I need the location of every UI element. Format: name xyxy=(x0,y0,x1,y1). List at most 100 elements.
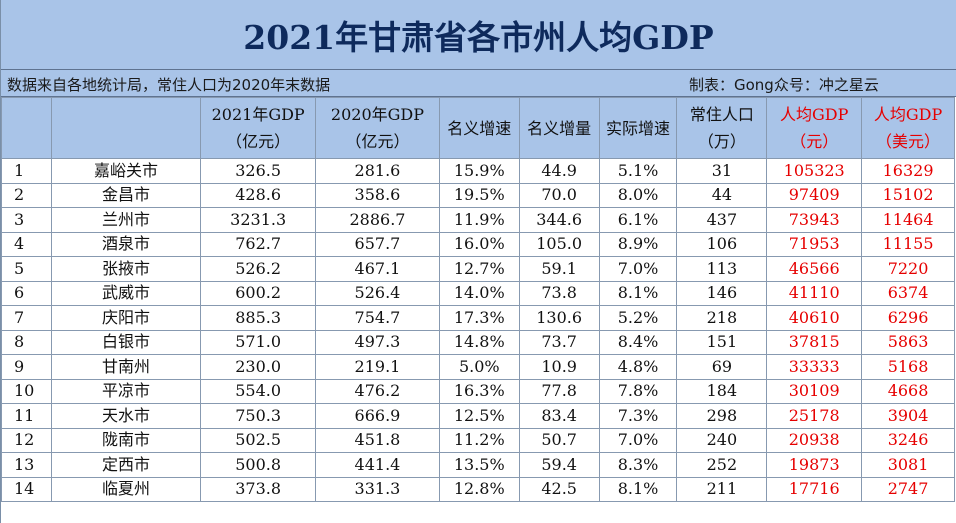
real-rate-cell: 5.2% xyxy=(598,305,678,331)
table-row: 10 平凉市 554.0 476.2 16.3% 77.8 7.8% 184 30109 4668 xyxy=(1,378,955,404)
gdp-2021-cell: 502.5 xyxy=(200,427,317,453)
header-population: 常住人口 （万） xyxy=(676,97,768,159)
city-name: 武威市 xyxy=(50,280,202,306)
city-name: 张掖市 xyxy=(50,256,202,282)
per-capita-usd-cell: 4668 xyxy=(861,378,955,404)
nominal-rate-cell: 16.0% xyxy=(438,231,520,257)
header-real-rate: 实际增速 xyxy=(598,97,678,159)
per-capita-cny-cell: 73943 xyxy=(766,207,863,233)
nominal-increase-cell: 42.5 xyxy=(518,476,600,502)
gdp-2021-cell: 554.0 xyxy=(200,378,317,404)
row-index: 12 xyxy=(1,427,52,453)
subtitle-bar: 数据来自各地统计局，常住人口为2020年末数据 制表：Gong众号：冲之星云 xyxy=(1,70,956,97)
table-row: 11 天水市 750.3 666.9 12.5% 83.4 7.3% 298 25178 3904 xyxy=(1,403,955,429)
nominal-rate-cell: 14.8% xyxy=(438,329,520,355)
population-cell: 113 xyxy=(676,256,768,282)
per-capita-usd-cell: 5168 xyxy=(861,354,955,380)
gdp-2021-cell: 750.3 xyxy=(200,403,317,429)
city-name: 兰州市 xyxy=(50,207,202,233)
per-capita-cny-cell: 41110 xyxy=(766,280,863,306)
nominal-increase-cell: 50.7 xyxy=(518,427,600,453)
population-cell: 437 xyxy=(676,207,768,233)
per-capita-cny-cell: 20938 xyxy=(766,427,863,453)
population-cell: 211 xyxy=(676,476,768,502)
city-name: 天水市 xyxy=(50,403,202,429)
table-row: 6 武威市 600.2 526.4 14.0% 73.8 8.1% 146 41110 6374 xyxy=(1,280,955,306)
gdp-table: 2021年GDP （亿元） 2020年GDP （亿元） 名义增速 名义增量 实际增速… xyxy=(1,97,955,502)
gdp-2020-cell: 331.3 xyxy=(315,476,440,502)
gdp-2021-cell: 3231.3 xyxy=(200,207,317,233)
gdp-2021-cell: 230.0 xyxy=(200,354,317,380)
gdp-2020-cell: 467.1 xyxy=(315,256,440,282)
gdp-2020-cell: 754.7 xyxy=(315,305,440,331)
row-index: 5 xyxy=(1,256,52,282)
city-name: 陇南市 xyxy=(50,427,202,453)
gdp-2020-cell: 2886.7 xyxy=(315,207,440,233)
real-rate-cell: 8.4% xyxy=(598,329,678,355)
row-index: 3 xyxy=(1,207,52,233)
population-cell: 151 xyxy=(676,329,768,355)
city-name: 金昌市 xyxy=(50,182,202,208)
nominal-increase-cell: 130.6 xyxy=(518,305,600,331)
gdp-2021-cell: 526.2 xyxy=(200,256,317,282)
nominal-increase-cell: 73.8 xyxy=(518,280,600,306)
data-source-note: 数据来自各地统计局，常住人口为2020年末数据 xyxy=(7,76,331,94)
nominal-rate-cell: 13.5% xyxy=(438,452,520,478)
per-capita-usd-cell: 6296 xyxy=(861,305,955,331)
row-index: 11 xyxy=(1,403,52,429)
row-index: 9 xyxy=(1,354,52,380)
real-rate-cell: 8.1% xyxy=(598,476,678,502)
real-rate-cell: 8.1% xyxy=(598,280,678,306)
per-capita-cny-cell: 97409 xyxy=(766,182,863,208)
per-capita-usd-cell: 3081 xyxy=(861,452,955,478)
gdp-2021-cell: 571.0 xyxy=(200,329,317,355)
nominal-increase-cell: 105.0 xyxy=(518,231,600,257)
nominal-increase-cell: 344.6 xyxy=(518,207,600,233)
nominal-rate-cell: 17.3% xyxy=(438,305,520,331)
real-rate-cell: 8.0% xyxy=(598,182,678,208)
gdp-2020-cell: 476.2 xyxy=(315,378,440,404)
gdp-2020-cell: 441.4 xyxy=(315,452,440,478)
row-index: 2 xyxy=(1,182,52,208)
table-row: 1 嘉峪关市 326.5 281.6 15.9% 44.9 5.1% 31 105323 1632… xyxy=(1,158,955,184)
table-row: 14 临夏州 373.8 331.3 12.8% 42.5 8.1% 211 17716 2747 xyxy=(1,476,955,502)
gdp-2021-cell: 600.2 xyxy=(200,280,317,306)
header-city xyxy=(50,97,202,159)
gdp-2020-cell: 666.9 xyxy=(315,403,440,429)
per-capita-cny-cell: 71953 xyxy=(766,231,863,257)
city-name: 定西市 xyxy=(50,452,202,478)
row-index: 7 xyxy=(1,305,52,331)
city-name: 酒泉市 xyxy=(50,231,202,257)
row-index: 6 xyxy=(1,280,52,306)
real-rate-cell: 5.1% xyxy=(598,158,678,184)
gdp-2020-cell: 358.6 xyxy=(315,182,440,208)
nominal-increase-cell: 73.7 xyxy=(518,329,600,355)
population-cell: 218 xyxy=(676,305,768,331)
table-row: 2 金昌市 428.6 358.6 19.5% 70.0 8.0% 44 97409 15102 xyxy=(1,182,955,208)
row-index: 4 xyxy=(1,231,52,257)
header-nominal-increase: 名义增量 xyxy=(518,97,600,159)
real-rate-cell: 8.9% xyxy=(598,231,678,257)
population-cell: 240 xyxy=(676,427,768,453)
gdp-2021-cell: 373.8 xyxy=(200,476,317,502)
row-index: 14 xyxy=(1,476,52,502)
per-capita-usd-cell: 3904 xyxy=(861,403,955,429)
per-capita-usd-cell: 11155 xyxy=(861,231,955,257)
header-index xyxy=(1,97,52,159)
author-credit: 制表：Gong众号：冲之星云 xyxy=(689,76,879,94)
nominal-rate-cell: 11.9% xyxy=(438,207,520,233)
table-row: 5 张掖市 526.2 467.1 12.7% 59.1 7.0% 113 46566 7220 xyxy=(1,256,955,282)
per-capita-cny-cell: 19873 xyxy=(766,452,863,478)
per-capita-usd-cell: 15102 xyxy=(861,182,955,208)
per-capita-cny-cell: 105323 xyxy=(766,158,863,184)
population-cell: 31 xyxy=(676,158,768,184)
city-name: 白银市 xyxy=(50,329,202,355)
table-row: 8 白银市 571.0 497.3 14.8% 73.7 8.4% 151 37815 5863 xyxy=(1,329,955,355)
gdp-2021-cell: 326.5 xyxy=(200,158,317,184)
population-cell: 106 xyxy=(676,231,768,257)
nominal-rate-cell: 5.0% xyxy=(438,354,520,380)
population-cell: 146 xyxy=(676,280,768,306)
header-per-capita-usd: 人均GDP （美元） xyxy=(861,97,955,159)
real-rate-cell: 6.1% xyxy=(598,207,678,233)
per-capita-usd-cell: 3246 xyxy=(861,427,955,453)
